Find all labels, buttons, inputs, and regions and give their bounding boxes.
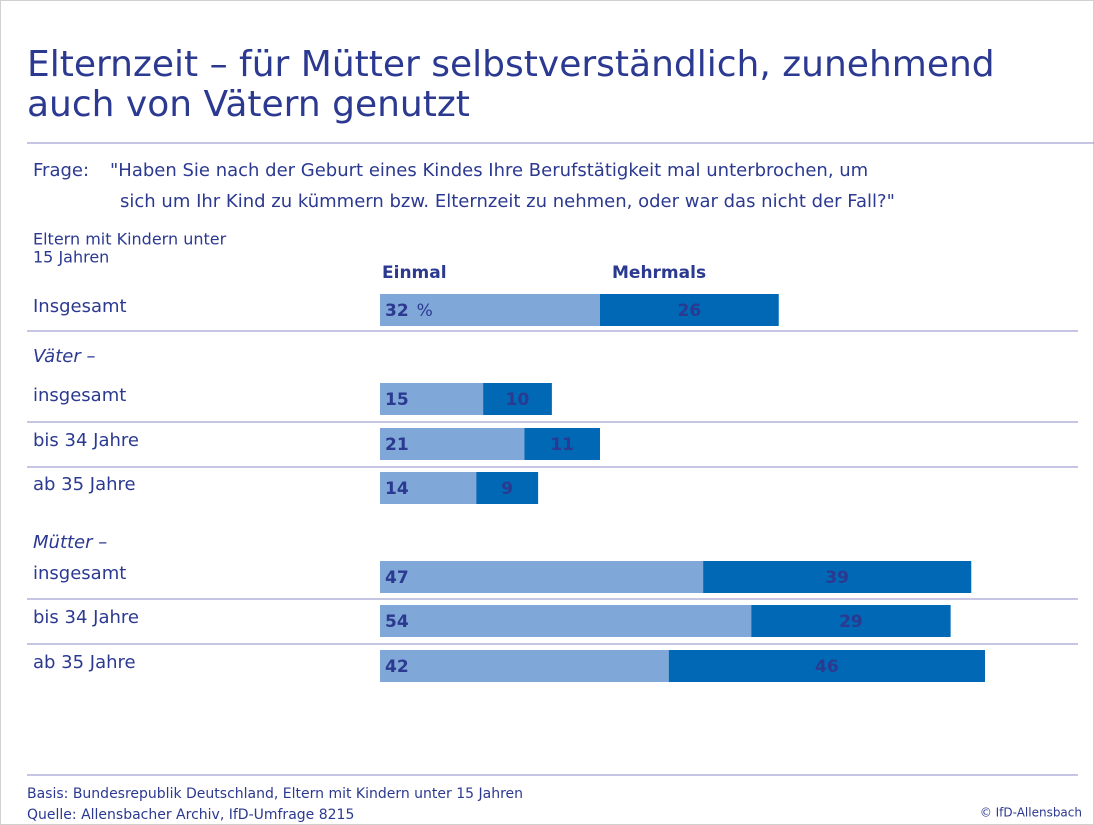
category-label: Insgesamt — [33, 296, 127, 317]
copyright: © IfD-Allensbach — [980, 806, 1082, 820]
category-label: ab 35 Jahre — [33, 474, 136, 495]
value-label: 29 — [839, 612, 863, 632]
value-label: 46 — [815, 657, 839, 677]
bar-segment — [524, 428, 600, 460]
value-label: 32 — [385, 301, 409, 321]
category-label: insgesamt — [33, 563, 126, 584]
value-label: 15 — [385, 390, 409, 410]
value-label: 47 — [385, 568, 409, 588]
bar-segment — [380, 383, 484, 415]
category-label: ab 35 Jahre — [33, 652, 136, 673]
value-label: 14 — [385, 479, 409, 499]
bar-segment — [380, 428, 525, 460]
bar-segment — [668, 650, 985, 682]
source: Quelle: Allensbacher Archiv, IfD-Umfrage… — [27, 807, 354, 823]
legend-label: Einmal — [382, 263, 447, 283]
value-label: 10 — [506, 390, 530, 410]
question-line: sich um Ihr Kind zu kümmern bzw. Elternz… — [120, 191, 895, 212]
value-label: 42 — [385, 657, 409, 677]
question-line: "Haben Sie nach der Geburt eines Kindes … — [110, 160, 868, 181]
population: 15 Jahren — [33, 248, 109, 267]
title-line: auch von Vätern genutzt — [27, 84, 470, 125]
value-label: 21 — [385, 435, 409, 455]
unit-label: % — [417, 301, 433, 321]
population: Eltern mit Kindern unter — [33, 230, 227, 249]
category-label: bis 34 Jahre — [33, 607, 139, 628]
value-label: 11 — [550, 435, 574, 455]
bar-segment — [476, 472, 539, 504]
bar-segment — [380, 561, 704, 593]
legend-label: Mehrmals — [612, 263, 706, 283]
title-line: Elternzeit – für Mütter selbstverständli… — [27, 44, 995, 85]
bar-segment — [751, 605, 951, 637]
bar-segment — [380, 472, 477, 504]
basis: Basis: Bundesrepublik Deutschland, Elter… — [27, 786, 523, 802]
bar-segment — [380, 650, 669, 682]
bar-segment — [380, 294, 600, 326]
value-label: 54 — [385, 612, 409, 632]
category-label: bis 34 Jahre — [33, 430, 139, 451]
bar-segment — [600, 294, 779, 326]
value-label: 9 — [501, 479, 513, 499]
bar-segment — [483, 383, 552, 415]
group-label: Väter – — [33, 346, 95, 367]
question-label: Frage: — [33, 160, 89, 181]
category-label: insgesamt — [33, 385, 126, 406]
value-label: 39 — [825, 568, 849, 588]
group-label: Mütter – — [33, 532, 107, 553]
bar-segment — [380, 605, 752, 637]
bar-segment — [703, 561, 972, 593]
value-label: 26 — [678, 301, 702, 321]
